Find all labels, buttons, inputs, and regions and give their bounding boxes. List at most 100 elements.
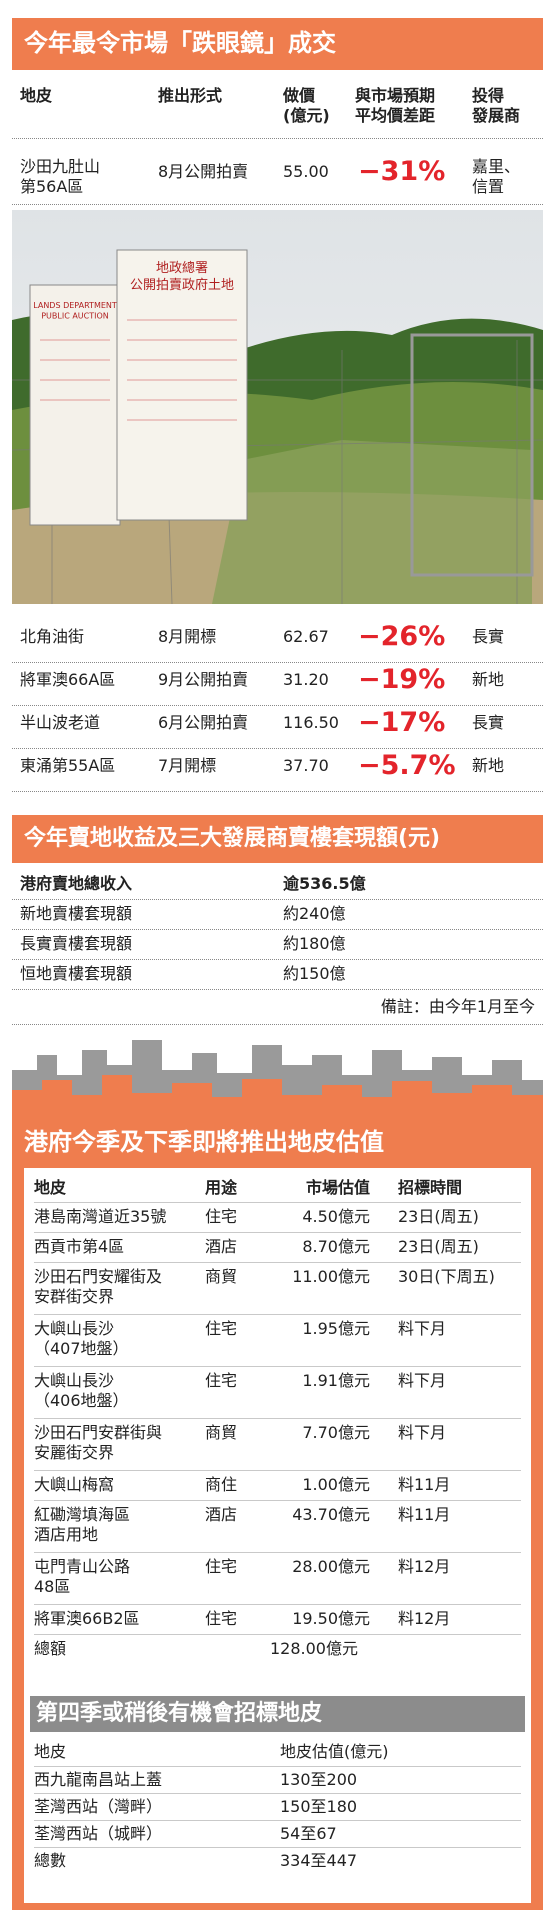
table-cell: 住宅: [205, 1371, 238, 1390]
table-cell: 港島南灣道近35號: [34, 1207, 167, 1226]
header-cell: 投得 發展商: [472, 86, 521, 125]
table-cell: 1.95億元: [302, 1319, 370, 1338]
table-cell: 54至67: [280, 1824, 337, 1843]
percent-change: −19%: [358, 664, 446, 695]
divider: [12, 705, 543, 706]
table-cell: 9月公開拍賣: [158, 670, 249, 689]
total-value: 334至447: [280, 1851, 358, 1870]
sign-text: LANDS DEPARTMENT PUBLIC AUCTION: [33, 301, 117, 320]
total-label: 總額: [34, 1639, 67, 1658]
divider: [12, 989, 543, 990]
label-cell: 新地賣樓套現額: [20, 904, 133, 923]
table-cell: 大嶼山長沙 （406地盤）: [34, 1371, 129, 1410]
table-cell: 料11月: [398, 1475, 451, 1494]
table-cell: 長實: [472, 627, 505, 646]
header-cell: 推出形式: [158, 86, 223, 105]
divider: [34, 1820, 521, 1821]
table-cell: 116.50: [283, 713, 339, 732]
table-cell: 23日(周五): [398, 1207, 479, 1226]
table-cell: 大嶼山梅窩: [34, 1475, 115, 1494]
section1-title: 今年最令市場「跌眼鏡」成交: [12, 18, 543, 70]
table-cell: 住宅: [205, 1319, 238, 1338]
header-cell: 市場估值: [305, 1178, 370, 1197]
table-cell: 130至200: [280, 1770, 358, 1789]
table-cell: 嘉里、 信置: [472, 157, 521, 196]
value-cell: 逾536.5億: [283, 874, 366, 893]
percent-change: −5.7%: [358, 750, 456, 781]
table-cell: 沙田九肚山 第56A區: [20, 157, 101, 196]
divider: [12, 1024, 543, 1025]
table-cell: 8月開標: [158, 627, 217, 646]
table-cell: 1.00億元: [302, 1475, 370, 1494]
table-cell: 料11月: [398, 1505, 451, 1524]
divider: [12, 138, 543, 139]
total-label: 總數: [34, 1851, 67, 1870]
table-cell: 荃灣西站（城畔）: [34, 1824, 163, 1843]
divider: [34, 1202, 521, 1203]
divider: [34, 1793, 521, 1794]
table-cell: 新地: [472, 670, 505, 689]
table-cell: 43.70億元: [292, 1505, 370, 1524]
value-cell: 約240億: [283, 904, 346, 923]
divider: [12, 748, 543, 749]
table-cell: 55.00: [283, 162, 329, 181]
divider: [34, 1766, 521, 1767]
table-cell: 19.50億元: [292, 1609, 370, 1628]
header-cell: 地皮: [20, 86, 53, 105]
table-cell: 商貿: [205, 1423, 238, 1442]
table-cell: 37.70: [283, 756, 329, 775]
value-cell: 約150億: [283, 964, 346, 983]
table-cell: 7月開標: [158, 756, 217, 775]
table-cell: 23日(周五): [398, 1237, 479, 1256]
divider: [34, 1552, 521, 1553]
header-cell: 地皮: [34, 1178, 67, 1197]
table-cell: 料下月: [398, 1319, 447, 1338]
section3-title: 港府今季及下季即將推出地皮估值: [24, 1128, 384, 1156]
divider: [12, 959, 543, 960]
sign-text: 地政總署公開拍賣政府土地: [130, 260, 234, 293]
table-cell: 沙田石門安耀街及 安群街交界: [34, 1267, 163, 1306]
table-cell: 31.20: [283, 670, 329, 689]
percent-change: −31%: [358, 156, 446, 187]
section4-title: 第四季或稍後有機會招標地皮: [30, 1696, 525, 1732]
divider: [34, 1470, 521, 1471]
table-cell: 沙田石門安群街與 安麗街交界: [34, 1423, 163, 1462]
table-cell: 150至180: [280, 1797, 358, 1816]
table-cell: 料下月: [398, 1371, 447, 1390]
divider: [34, 1366, 521, 1367]
header-cell: 與市場預期 平均價差距: [355, 86, 436, 125]
table-cell: 料下月: [398, 1423, 447, 1442]
divider: [12, 899, 543, 900]
table-cell: 住宅: [205, 1207, 238, 1226]
header-cell: 用途: [205, 1178, 238, 1197]
table-cell: 62.67: [283, 627, 329, 646]
section3-table: [24, 1168, 531, 1903]
section2-title: 今年賣地收益及三大發展商賣樓套現額(元): [12, 815, 543, 863]
header-cell: 招標時間: [398, 1178, 463, 1197]
table-cell: 8.70億元: [302, 1237, 370, 1256]
label-cell: 恒地賣樓套現額: [20, 964, 133, 983]
site-photo: LANDS DEPARTMENT PUBLIC AUCTION 地政總署公開拍賣政…: [12, 210, 543, 604]
table-cell: 東涌第55A區: [20, 756, 116, 775]
table-cell: 1.91億元: [302, 1371, 370, 1390]
table-cell: 半山波老道: [20, 713, 101, 732]
divider: [12, 662, 543, 663]
table-cell: 長實: [472, 713, 505, 732]
skyline: [12, 1040, 543, 1120]
table-cell: 30日(下周五): [398, 1267, 495, 1286]
divider: [34, 1500, 521, 1501]
header-cell: 地皮估值(億元): [280, 1742, 389, 1761]
table-cell: 商貿: [205, 1267, 238, 1286]
divider: [34, 1262, 521, 1263]
header-cell: 地皮: [34, 1742, 67, 1761]
value-cell: 約180億: [283, 934, 346, 953]
table-cell: 酒店: [205, 1505, 238, 1524]
table-cell: 紅磡灣填海區 酒店用地: [34, 1505, 131, 1544]
table-cell: 11.00億元: [292, 1267, 370, 1286]
table-cell: 6月公開拍賣: [158, 713, 249, 732]
table-cell: 料12月: [398, 1557, 451, 1576]
table-cell: 料12月: [398, 1609, 451, 1628]
total-value: 128.00億元: [270, 1639, 358, 1658]
divider: [12, 204, 543, 205]
divider: [34, 1604, 521, 1605]
